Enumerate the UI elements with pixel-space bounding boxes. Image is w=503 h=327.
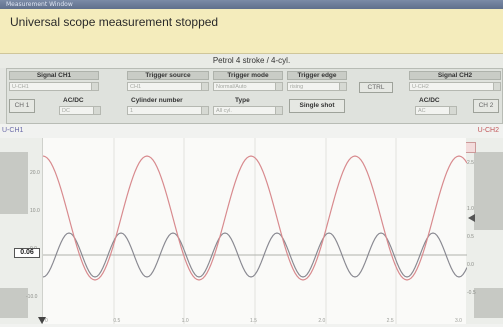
- ch1-tick-label: 10.0: [30, 208, 40, 214]
- ch2-scale-band: [474, 152, 503, 230]
- time-tick-label: 2.0: [318, 318, 325, 324]
- type-label: Type: [235, 97, 250, 104]
- acdc-ch1-select[interactable]: DC: [59, 106, 101, 115]
- ctrl-button[interactable]: CTRL: [359, 82, 393, 93]
- info-bar: Petrol 4 stroke / 4-cyl.: [0, 54, 503, 68]
- time-tick-label: 1.0: [182, 318, 189, 324]
- ch2-scale-gutter: 2.5 1.0 0.5 0.0 -0.5: [466, 138, 503, 324]
- single-shot-button[interactable]: Single shot: [289, 99, 345, 113]
- time-tick-label: 0: [45, 318, 48, 324]
- ch2-button[interactable]: CH 2: [473, 99, 499, 113]
- waveform-canvas: 0 0.5 1.0 1.5 2.0 2.5 3.0: [42, 138, 468, 324]
- status-banner: Universal scope measurement stopped: [0, 9, 503, 69]
- time-tick-label: 1.5: [250, 318, 257, 324]
- time-axis: 0 0.5 1.0 1.5 2.0 2.5 3.0: [45, 318, 462, 324]
- ch2-tick-label: 0.5: [467, 234, 474, 240]
- acdc-ch1-label: AC/DC: [63, 97, 84, 104]
- acdc-ch2-label: AC/DC: [419, 97, 440, 104]
- title-bar: Measurement Window: [0, 0, 503, 9]
- control-panel: Signal CH1 U-CH1 CH 1 AC/DC DC Trigger s…: [6, 68, 503, 124]
- time-tick-label: 2.5: [387, 318, 394, 324]
- window-title: Measurement Window: [6, 1, 73, 8]
- trigger-source-select[interactable]: CH1: [127, 82, 209, 91]
- ch1-button[interactable]: CH 1: [9, 99, 35, 113]
- waveform-plot[interactable]: 0 0.5 1.0 1.5 2.0 2.5 3.0: [42, 138, 468, 324]
- cylinder-number-label: Cylinder number: [131, 97, 183, 104]
- trigger-mode-select[interactable]: Normal/Auto: [213, 82, 283, 91]
- ch1-axis-label: U-CH1: [2, 127, 24, 134]
- trigger-source-label: Trigger source: [127, 71, 209, 80]
- time-tick-label: 3.0: [455, 318, 462, 324]
- signal-ch1-label: Signal CH1: [9, 71, 99, 80]
- ch1-scale-band: [0, 152, 28, 214]
- cylinder-number-select[interactable]: 1: [127, 106, 209, 115]
- ch2-trigger-arrow-icon[interactable]: [468, 214, 478, 222]
- ch2-scale-band-low: [474, 288, 503, 318]
- ch2-tick-label: 1.0: [467, 206, 474, 212]
- ch2-axis-label: U-CH2: [477, 127, 499, 134]
- trigger-edge-select[interactable]: rising: [287, 82, 347, 91]
- ch1-tick-label: -10.0: [26, 294, 38, 300]
- trigger-position-arrow-icon[interactable]: [38, 317, 46, 325]
- acdc-ch2-select[interactable]: AC: [415, 106, 457, 115]
- scope-display: U-CH1 U-CH2 20.0 10.0 0.0 -10.0 2.5 1.0 …: [0, 124, 503, 327]
- ch2-tick-label: 0.0: [467, 262, 474, 268]
- engine-type-label: Petrol 4 stroke / 4-cyl.: [212, 56, 291, 65]
- ch1-scale-band-low: [0, 288, 28, 318]
- ch1-tick-label: 20.0: [30, 170, 40, 176]
- ch1-scale-gutter: 20.0 10.0 0.0 -10.0: [0, 138, 42, 324]
- trigger-edge-label: Trigger edge: [287, 71, 347, 80]
- ch1-waveform: [42, 232, 468, 278]
- signal-ch2-label: Signal CH2: [409, 71, 501, 80]
- type-select[interactable]: All cyl.: [213, 106, 283, 115]
- ch2-tick-label: -0.5: [467, 290, 476, 296]
- signal-ch1-select[interactable]: U-CH1: [9, 82, 99, 91]
- trigger-mode-label: Trigger mode: [213, 71, 283, 80]
- ch2-waveform: [42, 155, 468, 281]
- trigger-level-value[interactable]: 0.06: [14, 248, 40, 258]
- signal-ch2-select[interactable]: U-CH2: [409, 82, 501, 91]
- time-tick-label: 0.5: [113, 318, 120, 324]
- ch2-tick-label: 2.5: [467, 160, 474, 166]
- status-message: Universal scope measurement stopped: [10, 15, 219, 29]
